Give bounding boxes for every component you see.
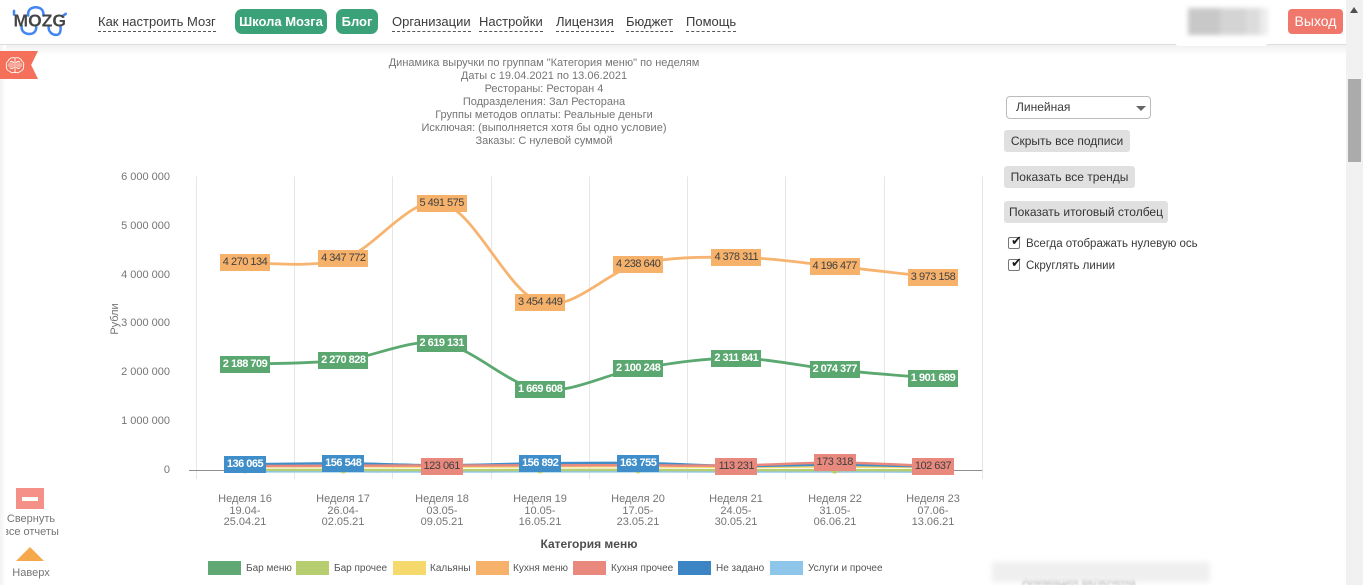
svg-text:MOZG: MOZG: [14, 11, 67, 31]
